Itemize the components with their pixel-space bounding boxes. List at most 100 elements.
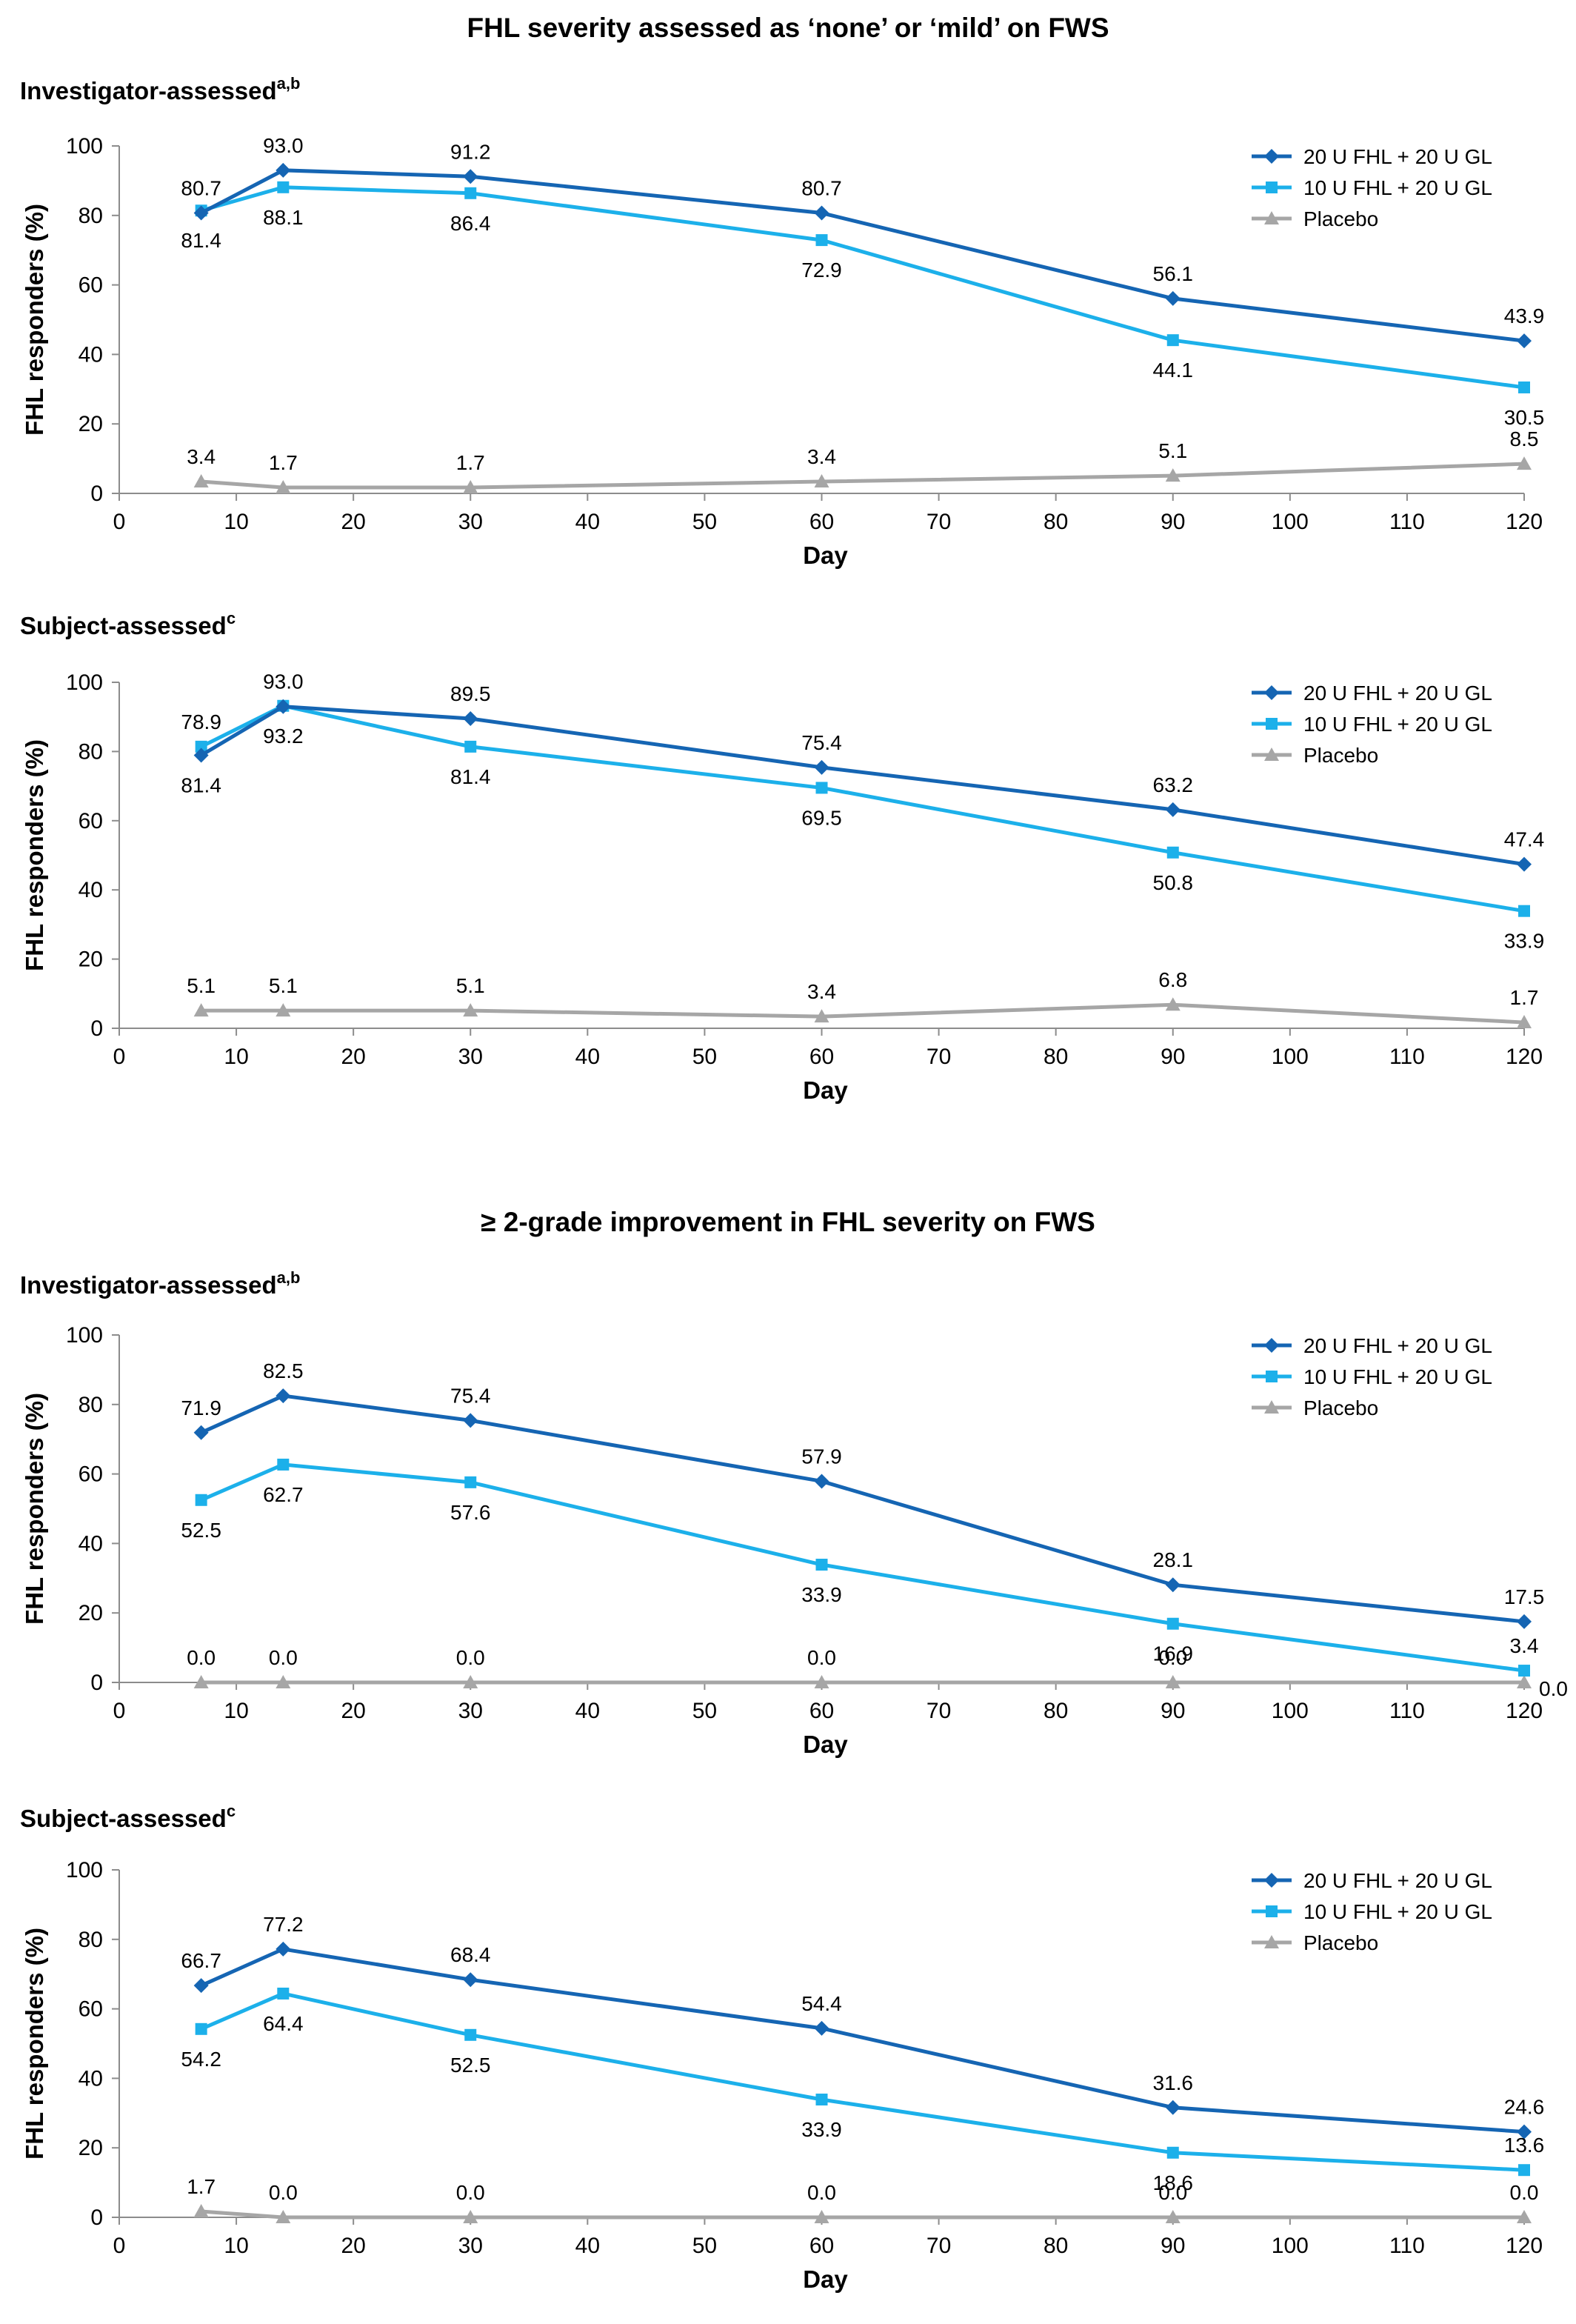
data-label: 50.8 <box>1153 871 1194 894</box>
panel-title-text: Investigator-assessed <box>20 1271 277 1299</box>
x-axis-label: Day <box>803 1731 848 1758</box>
x-tick-label: 70 <box>926 510 951 534</box>
series-line-2 <box>200 704 1525 913</box>
legend-entry: Placebo <box>1303 1931 1378 1954</box>
data-label: 52.5 <box>450 2054 491 2077</box>
legend-entry: 20 U FHL + 20 U GL <box>1303 1869 1492 1892</box>
panel-title: Subject-assessedc <box>20 609 236 639</box>
legend-entry: Placebo <box>1303 207 1378 230</box>
data-point-1 <box>1165 2100 1181 2115</box>
x-tick-label: 120 <box>1506 510 1543 534</box>
x-tick-label: 70 <box>926 1699 951 1723</box>
data-label: 54.4 <box>801 1992 842 2015</box>
data-label: 5.1 <box>269 974 298 997</box>
y-tick-label: 0 <box>90 482 103 506</box>
y-tick-label: 100 <box>66 134 103 159</box>
panel-title: Subject-assessedc <box>20 1802 236 1832</box>
panel-title-text: Subject-assessed <box>20 612 227 639</box>
data-point-1 <box>193 205 209 221</box>
data-label: 17.5 <box>1504 1585 1545 1608</box>
legend-marker <box>1264 211 1279 224</box>
y-tick-label: 0 <box>90 1016 103 1041</box>
series-line-3 <box>201 2209 1524 2220</box>
x-tick-label: 80 <box>1044 2234 1068 2258</box>
data-label: 54.2 <box>181 2048 221 2071</box>
data-label: 69.5 <box>801 806 842 829</box>
data-point-3 <box>276 1675 291 1688</box>
chart-2: Subject-assessedc 0 20 40 60 80 100 0 10 20 30 40 50… <box>20 609 1544 1104</box>
x-tick-label: 120 <box>1506 1045 1543 1069</box>
data-label: 72.9 <box>801 259 842 282</box>
x-tick-label: 60 <box>809 510 834 534</box>
data-point-3 <box>193 1675 209 1688</box>
data-point-3 <box>1165 2210 1181 2223</box>
y-tick-label: 20 <box>79 412 103 436</box>
data-label: 64.4 <box>263 2012 304 2035</box>
data-label: 81.4 <box>181 774 221 797</box>
data-label: 0.0 <box>1158 1646 1187 1669</box>
series-line-2 <box>200 1462 1525 1673</box>
data-point-3 <box>276 1003 291 1017</box>
y-tick-label: 20 <box>79 1601 103 1625</box>
data-point-3 <box>463 2210 478 2223</box>
legend-entry: 10 U FHL + 20 U GL <box>1303 713 1492 736</box>
data-label: 0.0 <box>269 1646 298 1669</box>
data-point-1 <box>1517 333 1532 349</box>
series-line-2 <box>200 185 1525 390</box>
chart-1: Investigator-assesseda,b 0 20 40 60 80 100 0 10 2… <box>20 74 1544 569</box>
x-tick-label: 90 <box>1161 2234 1185 2258</box>
x-axis-label: Day <box>803 1076 848 1104</box>
data-point-3 <box>193 2204 209 2218</box>
data-point-2 <box>464 1476 477 1488</box>
y-tick-label: 80 <box>79 739 103 764</box>
data-point-3 <box>814 2210 829 2223</box>
x-tick-label: 70 <box>926 2234 951 2258</box>
data-label: 80.7 <box>181 177 221 200</box>
data-point-1 <box>276 1941 291 1957</box>
data-point-1 <box>1517 1614 1532 1629</box>
legend-entry: 20 U FHL + 20 U GL <box>1303 1334 1492 1357</box>
data-label: 31.6 <box>1153 2071 1194 2094</box>
data-point-2 <box>195 740 207 753</box>
data-label: 63.2 <box>1153 773 1194 796</box>
y-tick-label: 20 <box>79 948 103 972</box>
y-tick-label: 80 <box>79 1928 103 1952</box>
legend-marker <box>1266 1905 1278 1917</box>
data-label: 8.5 <box>1510 427 1539 450</box>
x-tick-label: 30 <box>458 1045 483 1069</box>
legend-marker <box>1266 182 1278 193</box>
data-point-2 <box>815 2094 828 2106</box>
data-point-2 <box>1166 1617 1179 1630</box>
data-point-1 <box>814 1474 829 1489</box>
data-point-2 <box>1166 334 1179 347</box>
data-label: 75.4 <box>450 1384 491 1407</box>
data-label: 3.4 <box>187 445 216 468</box>
data-point-3 <box>1517 456 1532 470</box>
data-label: 86.4 <box>450 212 491 235</box>
x-tick-label: 50 <box>692 510 717 534</box>
x-tick-label: 10 <box>224 510 248 534</box>
chart-4: Subject-assessedc 0 20 40 60 80 100 0 10 20 30 40 50… <box>20 1802 1544 2293</box>
legend-entry: 10 U FHL + 20 U GL <box>1303 1365 1492 1388</box>
y-tick-label: 40 <box>79 878 103 902</box>
x-tick-label: 80 <box>1044 1045 1068 1069</box>
x-tick-label: 90 <box>1161 510 1185 534</box>
data-label: 33.9 <box>801 2118 842 2141</box>
panel-title-superscript: c <box>227 609 236 627</box>
data-point-3 <box>463 1003 478 1017</box>
data-label: 88.1 <box>263 206 304 229</box>
panel-title-superscript: c <box>227 1802 236 1820</box>
x-tick-label: 120 <box>1506 2234 1543 2258</box>
data-point-1 <box>814 205 829 221</box>
data-label: 0.0 <box>269 2181 298 2204</box>
data-point-2 <box>1518 1665 1530 1677</box>
data-point-2 <box>195 1494 207 1506</box>
data-label: 77.2 <box>263 1913 304 1936</box>
data-point-3 <box>193 474 209 488</box>
data-point-3 <box>1517 2210 1532 2223</box>
data-label: 89.5 <box>450 682 491 705</box>
data-label: 3.4 <box>807 980 836 1003</box>
data-label: 93.0 <box>263 134 304 157</box>
data-point-1 <box>463 1413 478 1428</box>
x-tick-label: 110 <box>1389 2234 1425 2258</box>
